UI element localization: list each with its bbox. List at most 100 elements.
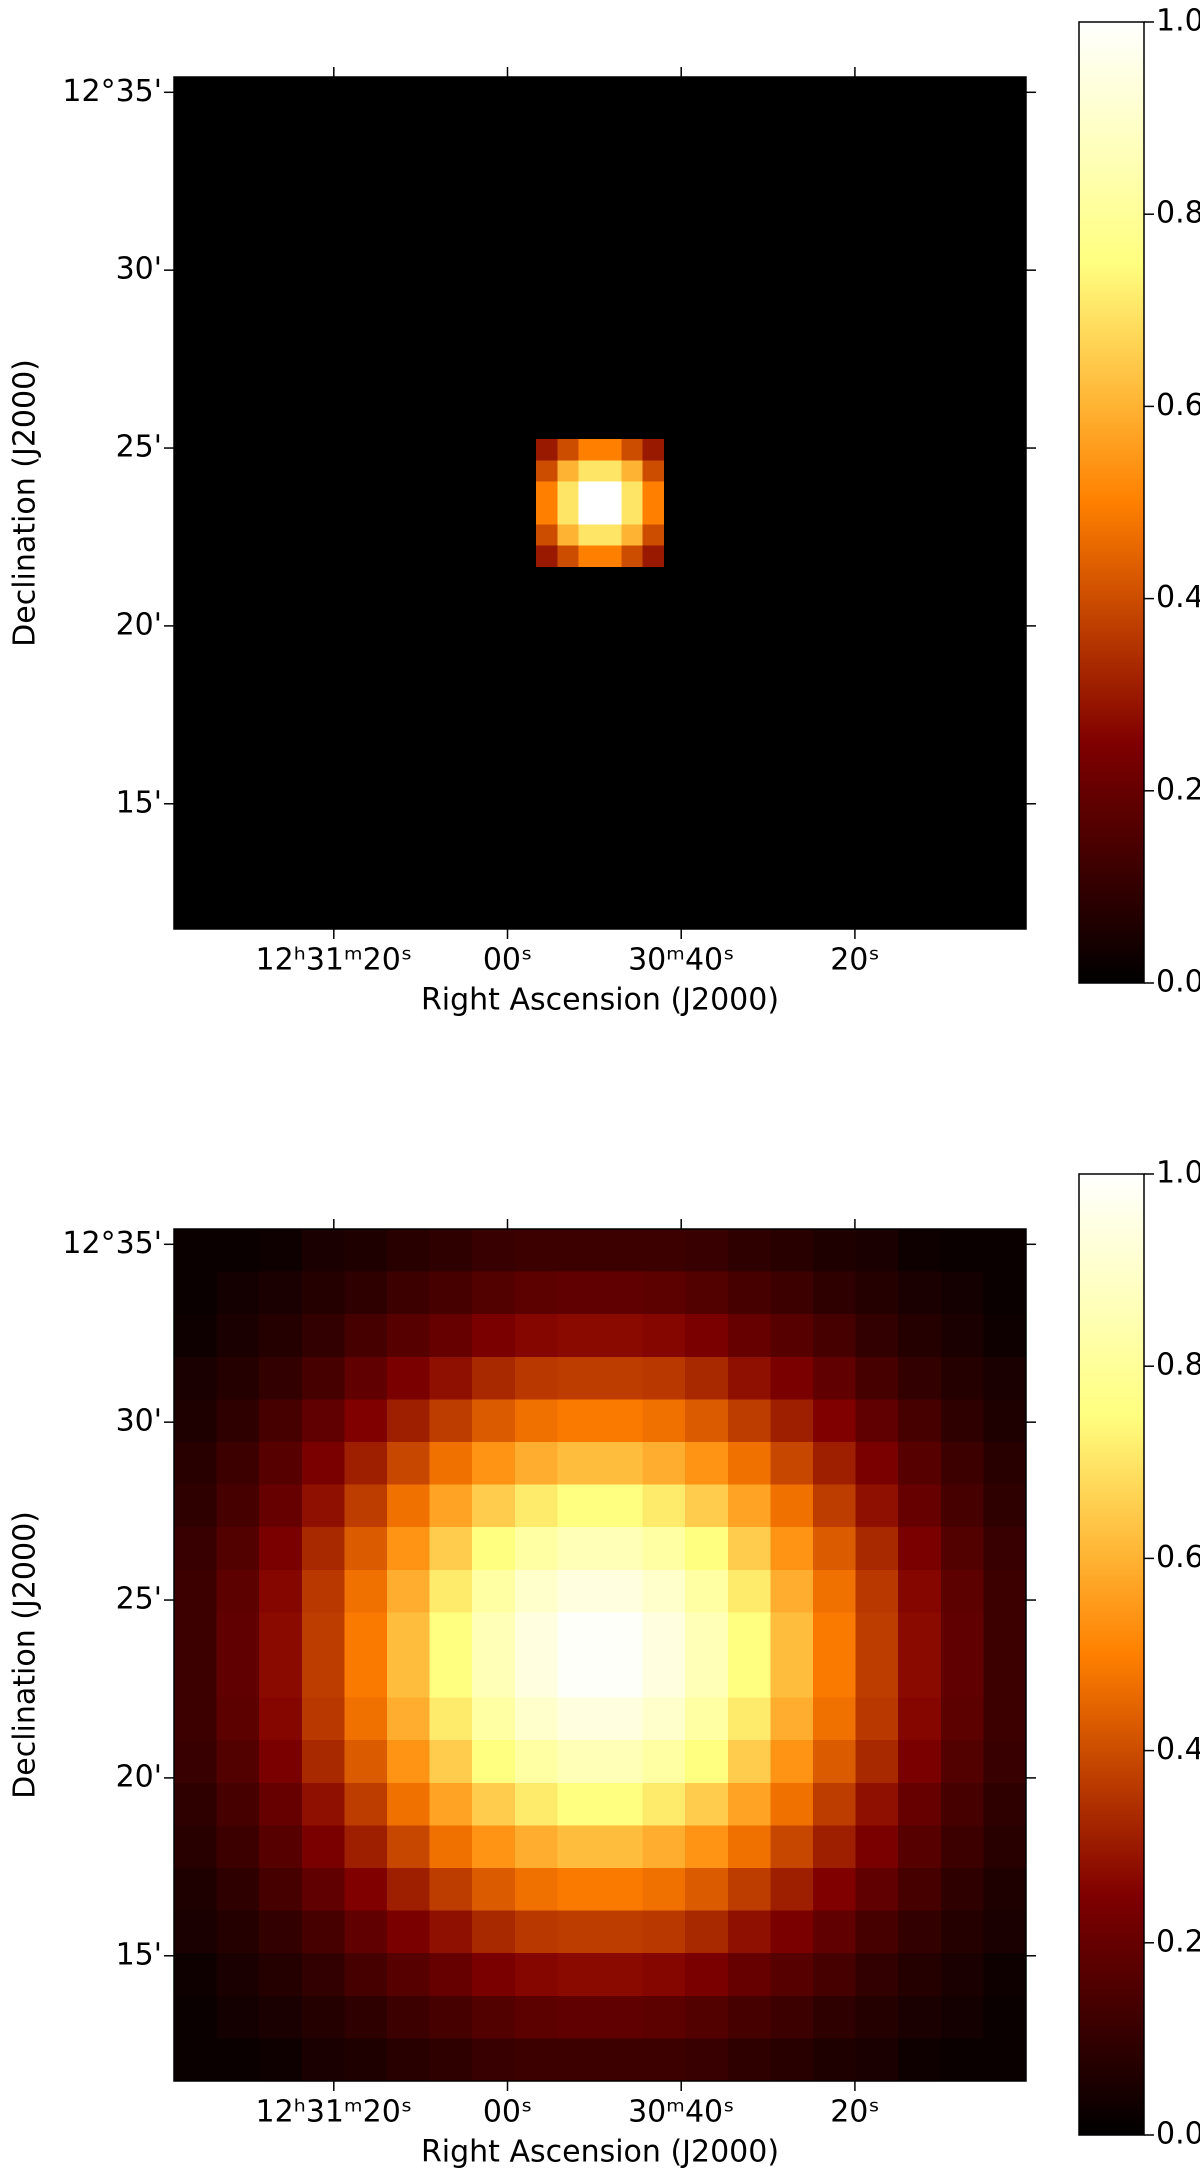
pixel [876,566,899,589]
pixel [940,247,963,270]
pixel [834,226,857,248]
pixel [429,801,452,824]
pixel [770,822,793,845]
pixel [408,183,431,206]
pixel [344,545,367,568]
pixel [387,758,409,781]
pixel [600,1442,644,1486]
pixel [237,162,260,185]
pixel [557,758,580,781]
pixel [429,417,452,440]
pixel [813,673,835,696]
pixel [557,1399,601,1443]
pixel [344,332,367,355]
pixel [259,609,282,632]
pixel [621,332,644,355]
pixel [387,1995,431,2039]
pixel [365,758,388,781]
pixel [898,396,921,419]
pixel [855,311,878,334]
pixel [962,694,984,717]
pixel [557,119,580,142]
pixel [876,226,899,248]
pixel [259,1825,303,1869]
pixel [493,98,516,121]
pixel [237,822,260,845]
pixel [216,503,239,525]
pixel [621,865,644,887]
pixel [727,290,750,312]
pixel [770,1868,814,1912]
pixel [706,566,729,589]
pixel [621,98,644,121]
y-tick-label: 12°35' [62,74,162,109]
pixel [940,1229,984,1273]
pixel [663,779,686,802]
pixel [174,1569,218,1613]
pixel [663,673,686,696]
pixel [514,353,537,376]
pixel [578,801,601,824]
pixel [237,119,260,142]
pixel [898,1697,942,1741]
pixel [898,1442,942,1486]
pixel [663,183,686,206]
pixel [727,140,750,163]
pixel [770,1271,814,1315]
pixel [259,737,282,760]
pixel [429,1229,473,1273]
pixel [387,588,409,611]
pixel [237,98,260,121]
pixel [237,311,260,334]
pixel [876,119,899,142]
pixel [706,886,729,909]
pixel [749,588,771,611]
pixel [259,481,282,504]
pixel [429,1995,473,2039]
pixel [408,822,431,845]
pixel [301,1782,345,1826]
pixel [642,481,665,504]
pixel [876,375,899,398]
pixel [323,886,345,909]
pixel [557,268,580,291]
pixel [642,353,665,376]
pixel [919,162,942,185]
x-axis-label: Right Ascension (J2000) [421,2135,779,2170]
pixel [536,417,558,440]
pixel [344,1910,388,1954]
pixel [983,1527,1027,1571]
x-tick-label: 30ᵐ40ˢ [628,2095,734,2130]
pixel [1004,822,1027,845]
pixel [940,439,963,461]
pixel [898,758,921,781]
pixel [365,417,388,440]
pixel [600,119,622,142]
pixel [770,1612,814,1656]
pixel [940,588,963,611]
pixel [621,716,644,738]
pixel [174,588,196,611]
pixel [940,907,963,930]
pixel [621,247,644,270]
pixel [940,226,963,248]
pixel [344,77,367,99]
pixel [834,375,857,398]
pixel [450,779,473,802]
pixel [365,396,388,419]
pixel [259,1399,303,1443]
pixel [344,801,367,824]
pixel [940,2038,984,2082]
pixel [514,737,537,760]
pixel [408,779,431,802]
pixel [898,140,921,163]
pixel [621,630,644,653]
pixel [621,843,644,866]
pixel [706,460,729,483]
pixel [450,119,473,142]
pixel [472,1697,516,1741]
pixel [962,886,984,909]
pixel [791,503,814,525]
pixel [855,737,878,760]
pixel [557,886,580,909]
